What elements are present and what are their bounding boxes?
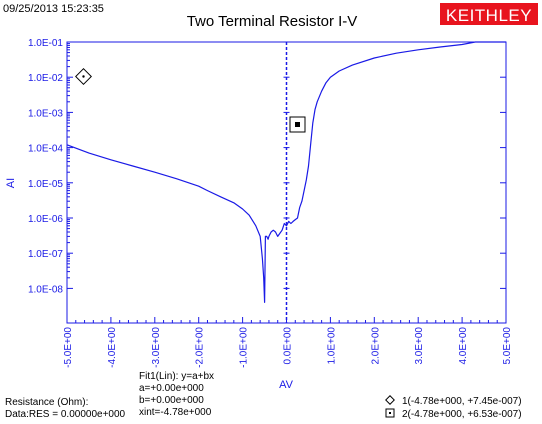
x-tick-label-9: 4.0E+00 bbox=[458, 327, 469, 365]
timestamp: 09/25/2013 15:23:35 bbox=[3, 3, 104, 15]
y-axis-label: AI bbox=[5, 178, 17, 188]
cursor-marker-1[interactable] bbox=[75, 68, 92, 85]
x-tick-label-7: 2.0E+00 bbox=[370, 327, 381, 365]
fit-b: b=+0.00e+000 bbox=[139, 395, 204, 406]
y-tick-label-7: 1.0E-01 bbox=[28, 38, 63, 49]
x-axis-label: AV bbox=[279, 379, 294, 391]
y-tick-label-2: 1.0E-06 bbox=[28, 214, 63, 225]
x-tick-label-0: -5.0E+00 bbox=[63, 327, 74, 368]
brand-logo-background bbox=[440, 3, 538, 25]
x-tick-label-10: 5.0E+00 bbox=[502, 327, 513, 365]
y-tick-label-5: 1.0E-03 bbox=[28, 108, 63, 119]
resistance-label: Resistance (Ohm): bbox=[5, 397, 88, 408]
x-tick-label-5: 0.0E+00 bbox=[283, 327, 294, 365]
marker-legend: 1(-4.78e+000, +7.45e-007) 2(-4.78e+000, … bbox=[385, 395, 522, 420]
data-res-value: Data:RES = 0.00000e+000 bbox=[5, 409, 126, 420]
cursor-marker-2[interactable] bbox=[289, 116, 306, 133]
marker-legend-1: 1(-4.78e+000, +7.45e-007) bbox=[385, 395, 522, 407]
y-axis: 1.0E-08 1.0E-07 1.0E-06 1.0E-05 1.0E-04 1.0E-… bbox=[28, 38, 506, 323]
x-tick-label-4: -1.0E+00 bbox=[239, 327, 250, 368]
x-tick-label-8: 3.0E+00 bbox=[414, 327, 425, 365]
series-layer bbox=[66, 41, 506, 303]
brand-logo-text: KEITHLEY bbox=[446, 6, 532, 25]
marker-legend-1-diamond bbox=[385, 395, 395, 405]
y-tick-label-4: 1.0E-04 bbox=[28, 144, 63, 155]
x-tick-label-6: 1.0E+00 bbox=[326, 327, 337, 365]
fit-xint: xint=-4.78e+000 bbox=[139, 407, 212, 418]
marker-legend-1-text: 1(-4.78e+000, +7.45e-007) bbox=[402, 396, 522, 407]
y-tick-label-6: 1.0E-02 bbox=[28, 73, 63, 84]
cursor-marker-1-dot bbox=[82, 75, 85, 78]
brand-logo: KEITHLEY bbox=[440, 3, 538, 25]
x-tick-label-2: -3.0E+00 bbox=[151, 327, 162, 368]
results-panel: Resistance (Ohm): Data:RES = 0.00000e+00… bbox=[5, 397, 126, 420]
fit-panel: Fit1(Lin): y=a+bx a=+0.00e+000 b=+0.00e+… bbox=[139, 371, 214, 418]
x-axis: -5.0E+00 -4.0E+00 -3.0E+00 -2.0E+00 -1.0E+00… bbox=[63, 317, 513, 368]
y-tick-label-1: 1.0E-07 bbox=[28, 249, 63, 260]
y-tick-label-0: 1.0E-08 bbox=[28, 284, 63, 295]
x-tick-label-1: -4.0E+00 bbox=[107, 327, 118, 368]
marker-legend-2: 2(-4.78e+000, +6.53e-007) bbox=[385, 408, 522, 420]
fit-heading: Fit1(Lin): y=a+bx bbox=[139, 371, 214, 382]
x-tick-label-3: -2.0E+00 bbox=[195, 327, 206, 368]
chart-title: Two Terminal Resistor I-V bbox=[187, 13, 358, 30]
marker-legend-2-text: 2(-4.78e+000, +6.53e-007) bbox=[402, 409, 522, 420]
y-tick-label-3: 1.0E-05 bbox=[28, 179, 63, 190]
cursor-marker-2-inner bbox=[295, 122, 300, 127]
marker-legend-2-inner bbox=[389, 412, 391, 414]
series-line-0 bbox=[66, 41, 506, 303]
fit-a: a=+0.00e+000 bbox=[139, 383, 204, 394]
